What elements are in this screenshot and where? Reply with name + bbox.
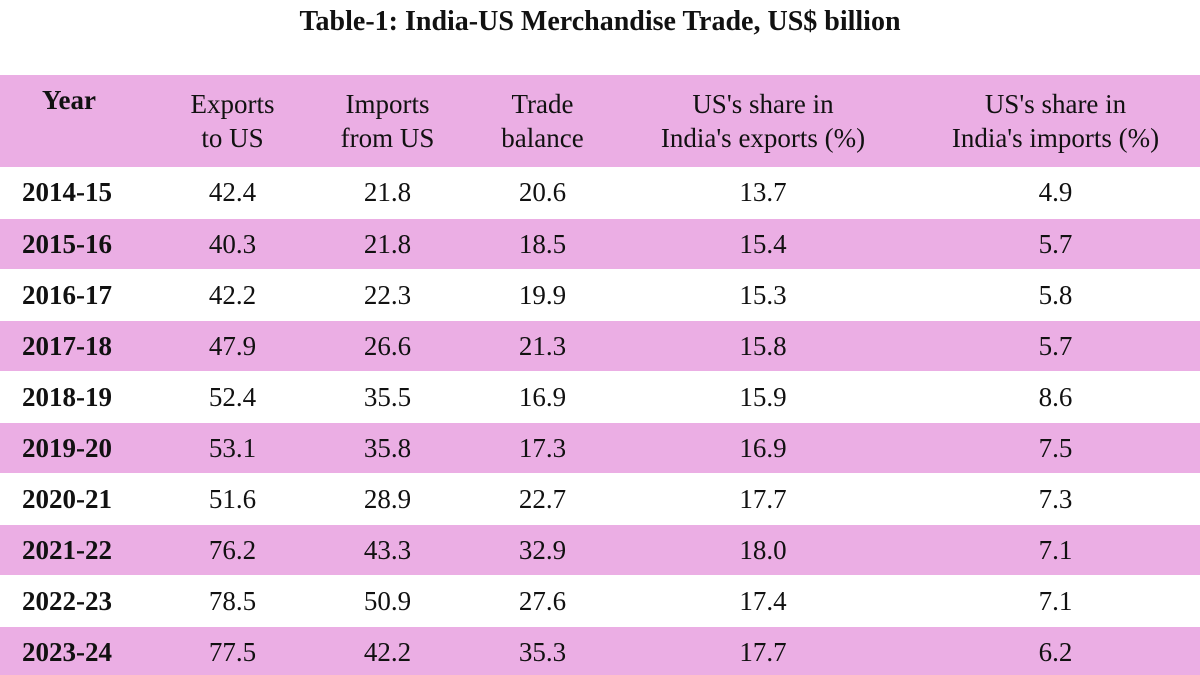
table-row: 2020-21 51.6 28.9 22.7 17.7 7.3 <box>0 472 1200 524</box>
trade-balance-cell: 17.3 <box>470 421 615 473</box>
table-row: 2017-18 47.9 26.6 21.3 15.8 5.7 <box>0 319 1200 371</box>
imports-cell: 35.5 <box>305 370 470 422</box>
year-cell: 2015-16 <box>0 217 160 269</box>
table-row: 2022-23 78.5 50.9 27.6 17.4 7.1 <box>0 574 1200 626</box>
imports-cell: 28.9 <box>305 472 470 524</box>
table-header: Year Exports to US Imports from US Trade… <box>0 75 1200 167</box>
us-share-exports-cell: 18.0 <box>615 523 911 575</box>
us-share-exports-cell: 16.9 <box>615 421 911 473</box>
us-share-imports-cell: 5.7 <box>911 217 1200 269</box>
us-share-imports-cell: 7.1 <box>911 574 1200 626</box>
imports-cell: 26.6 <box>305 319 470 371</box>
trade-table: Year Exports to US Imports from US Trade… <box>0 75 1200 675</box>
us-share-exports-cell: 17.7 <box>615 625 911 675</box>
table-row: 2019-20 53.1 35.8 17.3 16.9 7.5 <box>0 421 1200 473</box>
year-cell: 2017-18 <box>0 319 160 371</box>
year-cell: 2023-24 <box>0 625 160 675</box>
imports-cell: 50.9 <box>305 574 470 626</box>
imports-cell: 22.3 <box>305 268 470 320</box>
year-cell: 2016-17 <box>0 268 160 320</box>
exports-cell: 78.5 <box>160 574 305 626</box>
us-share-exports-cell: 17.7 <box>615 472 911 524</box>
imports-cell: 21.8 <box>305 217 470 269</box>
header-exports-line1: Exports <box>190 89 275 119</box>
table-row: 2023-24 77.5 42.2 35.3 17.7 6.2 <box>0 625 1200 675</box>
us-share-imports-cell: 7.1 <box>911 523 1200 575</box>
exports-cell: 53.1 <box>160 421 305 473</box>
us-share-imports-cell: 4.9 <box>1038 177 1073 208</box>
header-share-exports-line1: US's share in <box>692 89 834 119</box>
year-cell: 2022-23 <box>0 574 160 626</box>
us-share-exports-cell: 15.8 <box>615 319 911 371</box>
year-cell: 2020-21 <box>0 472 160 524</box>
table-body: 2014-15 42.4 21.8 20.6 13.7 4.9 2015-16 40.3 21.… <box>0 167 1200 675</box>
header-balance-line1: Trade <box>511 89 574 119</box>
us-share-exports-cell: 15.9 <box>615 370 911 422</box>
imports-cell: 35.8 <box>305 421 470 473</box>
us-share-imports-cell: 6.2 <box>911 625 1200 675</box>
column-header-exports: Exports to US <box>160 75 305 167</box>
header-share-exports-line2: India's exports (%) <box>660 123 866 153</box>
table-row: 2014-15 42.4 21.8 20.6 13.7 4.9 <box>0 167 1200 218</box>
column-header-trade-balance: Trade balance <box>470 75 615 167</box>
exports-cell: 42.2 <box>160 268 305 320</box>
trade-balance-cell: 21.3 <box>470 319 615 371</box>
table-row: 2021-22 76.2 43.3 32.9 18.0 7.1 <box>0 523 1200 575</box>
table-row: 2015-16 40.3 21.8 18.5 15.4 5.7 <box>0 217 1200 269</box>
trade-balance-cell: 16.9 <box>470 370 615 422</box>
exports-cell: 77.5 <box>160 625 305 675</box>
header-row: Year Exports to US Imports from US Trade… <box>0 75 1200 167</box>
trade-balance-cell: 32.9 <box>470 523 615 575</box>
header-imports-line1: Imports <box>345 89 430 119</box>
trade-balance-cell: 19.9 <box>470 268 615 320</box>
header-share-imports-line2: India's imports (%) <box>951 123 1160 153</box>
exports-cell: 40.3 <box>160 217 305 269</box>
trade-balance-cell: 18.5 <box>470 217 615 269</box>
imports-cell: 21.8 <box>363 177 412 208</box>
year-cell: 2019-20 <box>0 421 160 473</box>
us-share-imports-cell: 7.5 <box>911 421 1200 473</box>
column-header-us-share-imports: US's share in India's imports (%) <box>911 75 1200 167</box>
table-row: 2018-19 52.4 35.5 16.9 15.9 8.6 <box>0 370 1200 422</box>
us-share-imports-cell: 7.3 <box>911 472 1200 524</box>
imports-cell: 42.2 <box>305 625 470 675</box>
year-cell: 2014-15 <box>22 177 112 208</box>
column-header-imports: Imports from US <box>305 75 470 167</box>
us-share-exports-cell: 13.7 <box>739 177 787 208</box>
trade-balance-cell: 20.6 <box>518 177 567 208</box>
us-share-imports-cell: 5.7 <box>911 319 1200 371</box>
us-share-exports-cell: 15.3 <box>615 268 911 320</box>
header-year-label: Year <box>42 85 96 115</box>
exports-cell: 47.9 <box>160 319 305 371</box>
column-header-year: Year <box>0 75 160 167</box>
imports-cell: 43.3 <box>305 523 470 575</box>
us-share-exports-cell: 15.4 <box>615 217 911 269</box>
trade-balance-cell: 27.6 <box>470 574 615 626</box>
table-row: 2016-17 42.2 22.3 19.9 15.3 5.8 <box>0 268 1200 320</box>
exports-cell: 51.6 <box>160 472 305 524</box>
header-share-imports-line1: US's share in <box>984 89 1127 119</box>
us-share-imports-cell: 8.6 <box>911 370 1200 422</box>
exports-cell: 52.4 <box>160 370 305 422</box>
table-title: Table-1: India-US Merchandise Trade, US$… <box>299 6 901 37</box>
us-share-exports-cell: 17.4 <box>615 574 911 626</box>
trade-balance-cell: 22.7 <box>470 472 615 524</box>
column-header-us-share-exports: US's share in India's exports (%) <box>615 75 911 167</box>
header-exports-line2: to US <box>201 123 264 153</box>
us-share-imports-cell: 5.8 <box>911 268 1200 320</box>
year-cell: 2021-22 <box>0 523 160 575</box>
header-imports-line2: from US <box>340 123 435 153</box>
exports-cell: 42.4 <box>208 177 257 208</box>
trade-balance-cell: 35.3 <box>470 625 615 675</box>
header-balance-line2: balance <box>501 123 584 153</box>
year-cell: 2018-19 <box>0 370 160 422</box>
exports-cell: 76.2 <box>160 523 305 575</box>
